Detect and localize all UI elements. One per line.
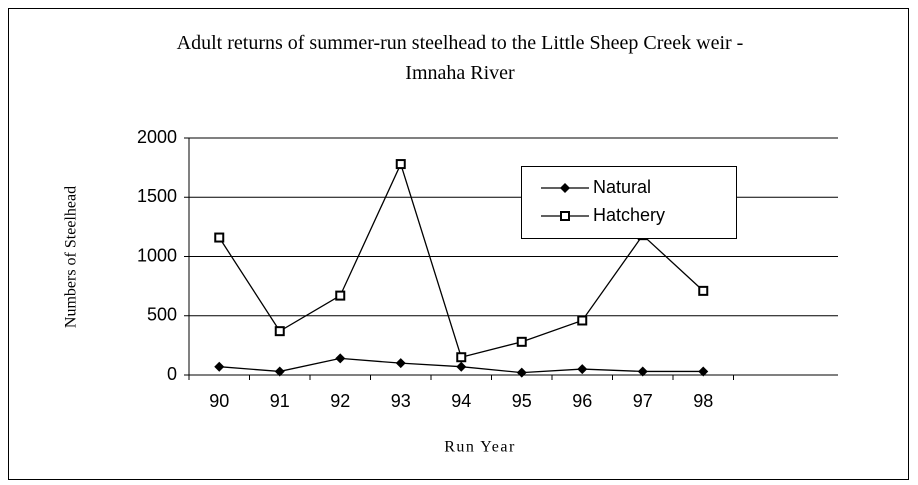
x-axis-label: Run Year — [444, 439, 516, 456]
y-tick-label: 1500 — [137, 186, 177, 206]
marker — [456, 352, 467, 363]
y-tick-label: 1000 — [137, 245, 177, 265]
legend-box — [521, 166, 737, 239]
y-axis-label: Numbers of Steelhead — [63, 186, 80, 328]
y-tick-label: 0 — [167, 364, 177, 384]
marker — [395, 358, 406, 369]
x-tick-label: 92 — [330, 391, 350, 411]
y-tick-label: 500 — [147, 305, 177, 325]
marker — [577, 364, 588, 375]
legend-label: Hatchery — [593, 205, 665, 225]
marker — [698, 285, 709, 296]
x-tick-label: 90 — [209, 391, 229, 411]
x-tick-label: 93 — [391, 391, 411, 411]
x-tick-label: 96 — [572, 391, 592, 411]
chart-border — [8, 8, 909, 480]
marker — [395, 159, 406, 170]
marker — [214, 232, 225, 243]
marker — [214, 361, 225, 372]
marker — [274, 366, 285, 377]
marker — [560, 211, 570, 221]
x-tick-label: 97 — [633, 391, 653, 411]
marker — [516, 336, 527, 347]
marker — [335, 353, 346, 364]
x-tick-label: 95 — [512, 391, 532, 411]
y-tick-label: 2000 — [137, 127, 177, 147]
legend-label: Natural — [593, 177, 651, 197]
x-tick-label: 94 — [451, 391, 471, 411]
x-tick-label: 98 — [693, 391, 713, 411]
marker — [560, 183, 570, 193]
marker — [456, 361, 467, 372]
marker — [516, 367, 527, 378]
marker — [335, 290, 346, 301]
chart-title: Adult returns of summer-run steelhead to… — [176, 32, 744, 84]
marker — [577, 315, 588, 326]
marker — [274, 326, 285, 337]
marker — [637, 366, 648, 377]
x-tick-label: 91 — [270, 391, 290, 411]
marker — [698, 366, 709, 377]
